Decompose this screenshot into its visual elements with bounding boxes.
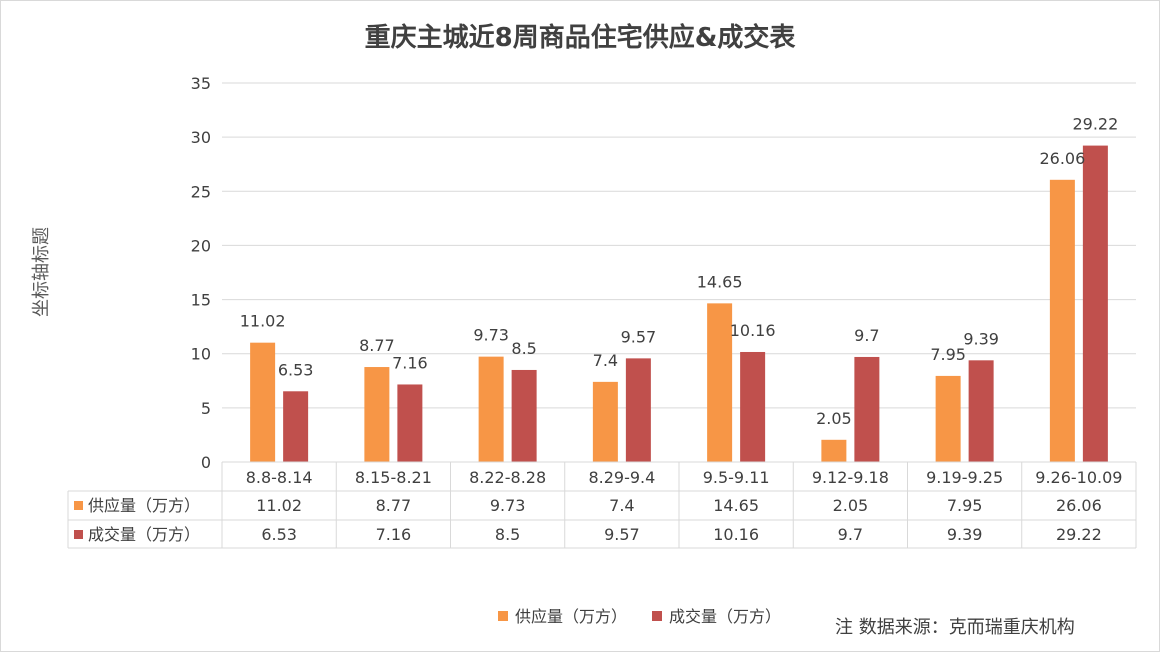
bar <box>854 356 880 462</box>
bar <box>592 381 618 462</box>
data-labels: 11.02 8.77 9.73 7.4 14.65 2.05 7.95 26.06 6.53 7.… <box>240 115 1119 428</box>
legend-swatch <box>498 611 508 621</box>
bar <box>364 367 390 462</box>
data-label: 9.57 <box>621 327 657 346</box>
data-label: 29.22 <box>1072 115 1118 134</box>
source-note: 注 数据来源：克而瑞重庆机构 <box>835 617 1075 638</box>
bar <box>511 369 537 462</box>
data-label: 8.5 <box>511 339 536 358</box>
table-cell: 9.39 <box>947 525 983 544</box>
bar <box>478 356 504 462</box>
x-tick-label: 9.26-10.09 <box>1035 468 1122 487</box>
table-cell: 7.95 <box>947 496 983 515</box>
data-label: 14.65 <box>697 272 743 291</box>
table-row-label: 成交量（万方） <box>88 525 200 544</box>
chart-title: 重庆主城近8周商品住宅供应&成交表 <box>365 22 797 53</box>
y-axis-title: 坐标轴标题 <box>31 227 52 317</box>
table-cell: 26.06 <box>1056 496 1102 515</box>
table-row-label: 供应量（万方） <box>88 496 200 515</box>
y-tick-label: 35 <box>191 74 211 93</box>
x-tick-label: 8.29-9.4 <box>588 468 655 487</box>
data-label: 6.53 <box>278 360 314 379</box>
legend: 供应量（万方） 成交量（万方） <box>498 607 781 626</box>
gridlines: 0 5 10 15 20 25 30 35 <box>191 74 1136 472</box>
bar <box>935 375 961 462</box>
table-cell: 9.57 <box>604 525 640 544</box>
data-label: 2.05 <box>816 409 852 428</box>
bar <box>1082 145 1108 462</box>
y-tick-label: 30 <box>191 128 211 147</box>
y-tick-label: 15 <box>191 291 211 310</box>
table-cell: 9.73 <box>490 496 526 515</box>
data-label: 11.02 <box>240 312 286 331</box>
bar <box>283 391 309 462</box>
x-tick-label: 9.19-9.25 <box>926 468 1003 487</box>
bar <box>397 384 423 462</box>
table-legend-key <box>74 530 83 539</box>
data-label: 9.73 <box>473 326 509 345</box>
data-label: 10.16 <box>730 321 776 340</box>
legend-label: 供应量（万方） <box>515 607 627 626</box>
table-cell: 2.05 <box>833 496 869 515</box>
data-label: 9.7 <box>854 326 879 345</box>
table-cell: 8.5 <box>495 525 520 544</box>
table-cell: 7.4 <box>609 496 634 515</box>
x-tick-label: 8.8-8.14 <box>246 468 313 487</box>
y-tick-label: 20 <box>191 236 211 255</box>
x-tick-label: 8.22-8.28 <box>469 468 546 487</box>
table-cell: 9.7 <box>838 525 863 544</box>
x-tick-label: 9.12-9.18 <box>812 468 889 487</box>
table-cell: 14.65 <box>713 496 759 515</box>
y-tick-label: 25 <box>191 182 211 201</box>
bar <box>707 303 733 462</box>
y-tick-label: 5 <box>201 399 211 418</box>
bar <box>250 342 276 462</box>
bar <box>821 439 847 462</box>
y-tick-label: 10 <box>191 345 211 364</box>
bars <box>250 145 1108 462</box>
legend-label: 成交量（万方） <box>669 607 781 626</box>
data-label: 7.4 <box>593 351 618 370</box>
data-label: 7.95 <box>930 345 966 364</box>
bar <box>968 360 994 462</box>
x-tick-label: 9.5-9.11 <box>703 468 770 487</box>
table-legend-key <box>74 501 83 510</box>
table-cell: 8.77 <box>376 496 412 515</box>
y-tick-label: 0 <box>201 453 211 472</box>
bar <box>1049 179 1075 462</box>
data-label: 8.77 <box>359 336 395 355</box>
legend-swatch <box>652 611 662 621</box>
bar <box>625 358 651 462</box>
data-table: 8.8-8.14 8.15-8.21 8.22-8.28 8.29-9.4 9.5-9.… <box>67 461 1137 549</box>
table-cell: 6.53 <box>261 525 297 544</box>
data-label: 7.16 <box>392 353 428 372</box>
data-label: 9.39 <box>963 329 999 348</box>
data-label: 26.06 <box>1039 149 1085 168</box>
table-cell: 11.02 <box>256 496 302 515</box>
bar <box>740 351 766 462</box>
table-cell: 29.22 <box>1056 525 1102 544</box>
x-tick-label: 8.15-8.21 <box>355 468 432 487</box>
table-cell: 10.16 <box>713 525 759 544</box>
table-cell: 7.16 <box>376 525 412 544</box>
